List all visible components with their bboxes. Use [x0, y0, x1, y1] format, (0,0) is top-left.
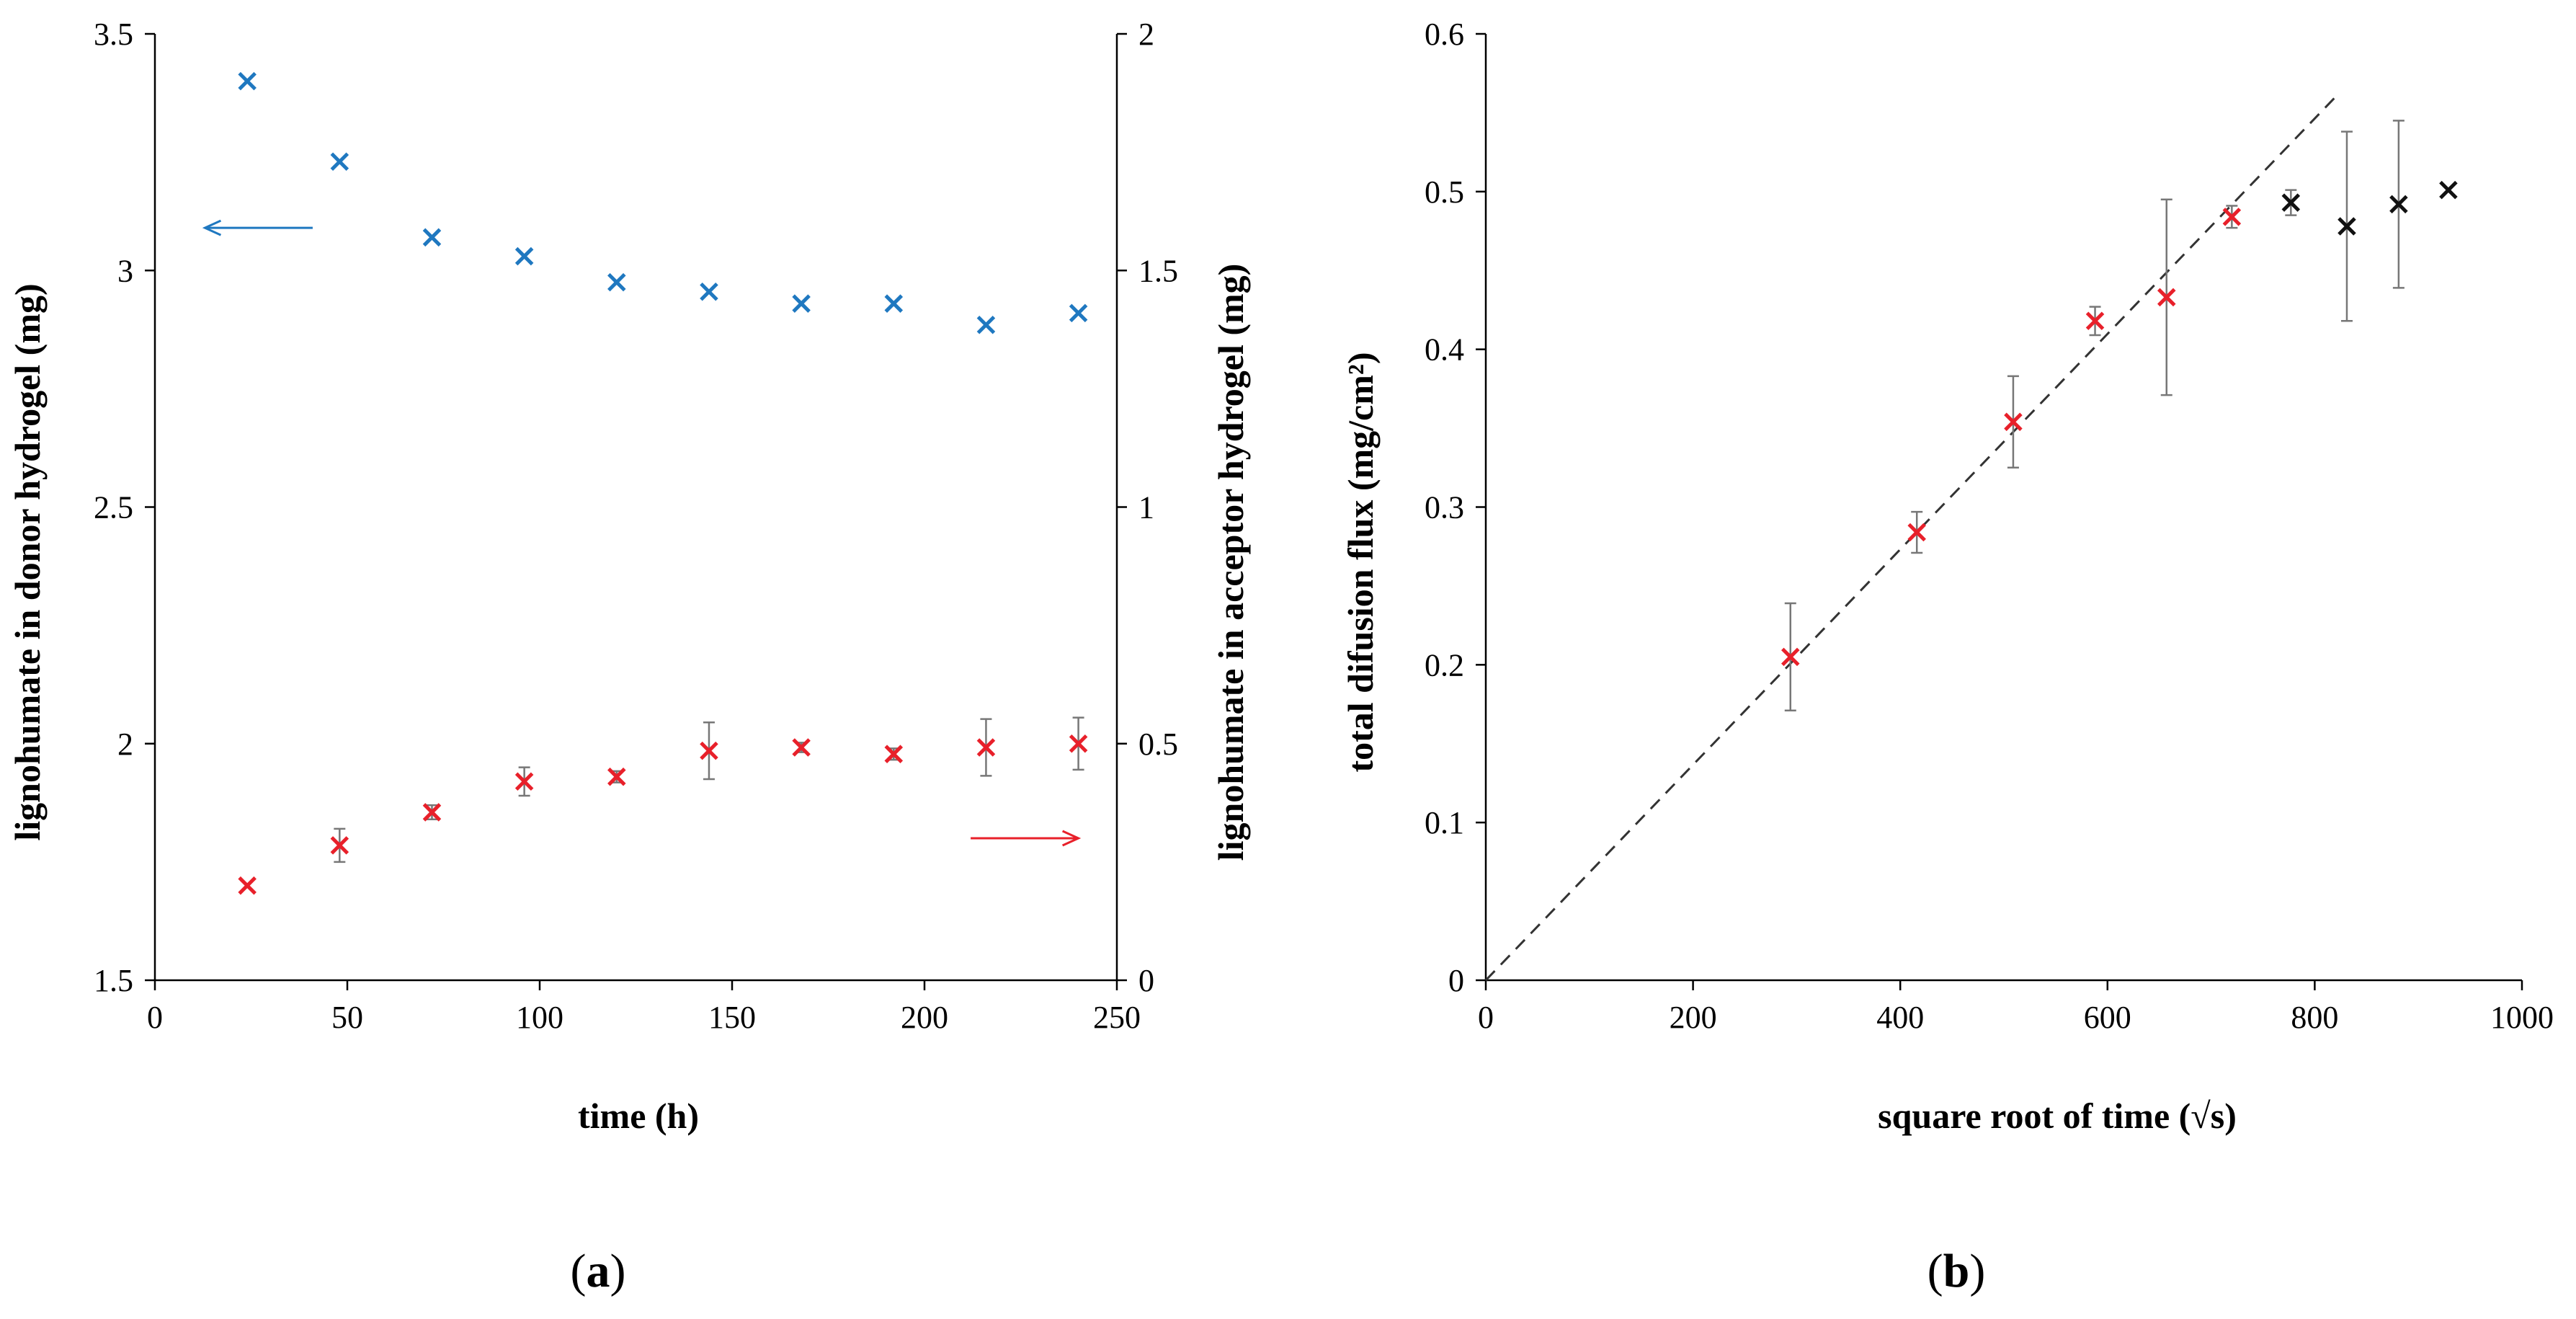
- chart-a-point-acceptor: [607, 767, 626, 786]
- chart-b-y-tick-label: 0.4: [1425, 332, 1464, 368]
- chart-a-point-donor: [607, 272, 626, 292]
- chart-a-right-y-tick-label: 1: [1138, 490, 1154, 525]
- chart-b-point-linear: [2085, 311, 2105, 331]
- chart-a-point-donor: [976, 315, 996, 334]
- chart-b-x-tick-label: 1000: [2490, 1000, 2554, 1035]
- chart-a-point-donor: [330, 152, 349, 172]
- chart-a-x-tick-label: 200: [901, 1000, 948, 1035]
- chart-b-axes: [1484, 34, 2522, 982]
- chart-b-x-tick-label: 600: [2084, 1000, 2131, 1035]
- chart-b-point-linear: [2004, 412, 2023, 432]
- chart-a-point-acceptor: [700, 741, 718, 760]
- chart-a-point-acceptor: [330, 836, 349, 855]
- chart-b-x-tick-label: 0: [1478, 1000, 1494, 1035]
- chart-a-point-donor: [792, 294, 811, 313]
- chart-a-x-tick-label: 50: [331, 1000, 363, 1035]
- chart-b-y-tick-label: 0.6: [1425, 17, 1464, 52]
- chart-b-point-plateau: [2281, 193, 2301, 212]
- chart-a-point-donor: [884, 294, 904, 313]
- chart-a-x-tick-label: 250: [1093, 1000, 1141, 1035]
- chart-b-marks: [1484, 96, 2458, 982]
- chart-a-right-y-tick-label: 0.5: [1138, 727, 1178, 762]
- chart-a-left-y-axis-title: lignohumate in donor hydrogel (mg): [7, 283, 48, 840]
- chart-a-panel-label: (a): [571, 1245, 626, 1297]
- chart-a-point-donor: [700, 283, 718, 301]
- chart-b-x-axis-title: square root of time (√s): [1878, 1096, 2237, 1136]
- chart-a-arrow-donor: [202, 219, 313, 236]
- chart-a-point-donor: [1069, 303, 1088, 323]
- chart-a-right-y-tick-label: 2: [1138, 17, 1154, 52]
- chart-a-left-y-tick-label: 3.5: [94, 17, 133, 52]
- chart-b-y-tick-label: 0: [1448, 963, 1464, 998]
- chart-b-point-plateau: [2389, 195, 2408, 214]
- chart-b-point-linear: [1781, 647, 1800, 667]
- chart-a-left-y-tick-label: 2.5: [94, 490, 133, 525]
- chart-a-ticks: 0 50 100 150 200 250 1.5 2 2.5 3 3.5 0 0.5 1 1.5 2: [94, 17, 1178, 1035]
- chart-b-y-tick-label: 0.3: [1425, 490, 1464, 525]
- chart-a-point-acceptor: [238, 876, 257, 895]
- chart-b-point-linear: [2157, 288, 2176, 307]
- chart-a-point-acceptor: [514, 772, 534, 791]
- chart-a-right-y-tick-label: 1.5: [1138, 253, 1178, 288]
- chart-a-point-acceptor: [792, 738, 811, 757]
- chart-b-y-tick-label: 0.2: [1425, 647, 1464, 683]
- chart-b-point-plateau: [2337, 217, 2356, 236]
- chart-b-ticks: 0 200 400 600 800 1000 0 0.1 0.2 0.3 0.4 0.5 0.6: [1425, 17, 2554, 1035]
- chart-b-point-plateau: [2439, 180, 2458, 200]
- chart-a-x-axis-title: time (h): [578, 1096, 699, 1136]
- chart-a-point-donor: [238, 71, 257, 91]
- chart-a-point-acceptor: [422, 803, 442, 822]
- chart-a-point-donor: [514, 247, 534, 266]
- chart-b-x-tick-label: 400: [1876, 1000, 1924, 1035]
- chart-b-y-tick-label: 0.5: [1425, 174, 1464, 210]
- chart-b-x-tick-label: 200: [1670, 1000, 1717, 1035]
- chart-a-x-tick-label: 100: [516, 1000, 563, 1035]
- chart-a-right-y-axis-title: lignohumate in acceptor hydrogel (mg): [1211, 264, 1251, 861]
- chart-a-point-acceptor: [884, 745, 904, 763]
- chart-a-marks: [202, 71, 1088, 895]
- chart-b-point-linear: [1907, 523, 1926, 542]
- chart-b-panel-label: (b): [1927, 1245, 1986, 1297]
- chart-a-point-acceptor: [976, 738, 996, 757]
- chart-a-left-y-tick-label: 1.5: [94, 963, 133, 998]
- chart-a-left-y-tick-label: 3: [117, 253, 133, 288]
- chart-a-point-acceptor: [1069, 734, 1088, 753]
- chart-a-right-y-tick-label: 0: [1138, 963, 1154, 998]
- chart-b-y-axis-title: total difusion flux (mg/cm²): [1340, 352, 1381, 772]
- chart-a-left-y-tick-label: 2: [117, 727, 133, 762]
- chart-b-x-tick-label: 800: [2291, 1000, 2338, 1035]
- chart-a-arrow-acceptor: [971, 830, 1082, 847]
- chart-a-x-tick-label: 150: [708, 1000, 756, 1035]
- chart-a-x-tick-label: 0: [147, 1000, 163, 1035]
- chart-a-point-donor: [422, 228, 442, 247]
- chart-b-y-tick-label: 0.1: [1425, 805, 1464, 840]
- chart-b-point-linear: [2222, 208, 2242, 226]
- chart-a: 0 50 100 150 200 250 1.5 2 2.5 3 3.5 0 0.5 1 1.5 2 time…: [7, 17, 1251, 1297]
- chart-b: 0 200 400 600 800 1000 0 0.1 0.2 0.3 0.4 0.5 0.6 squ…: [1340, 17, 2554, 1297]
